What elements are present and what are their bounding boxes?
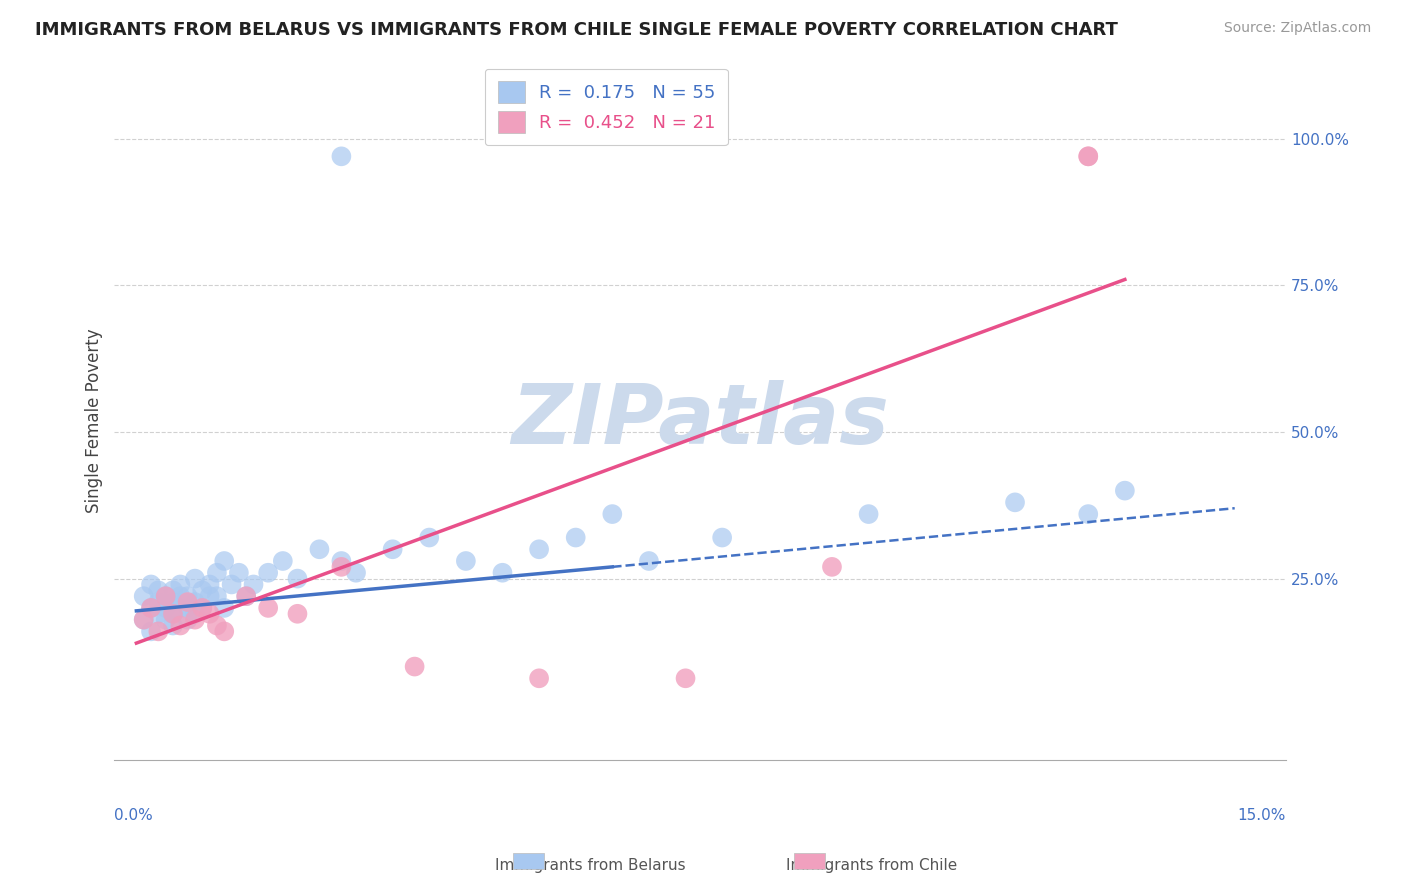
Point: [132, 589, 155, 603]
Point: [155, 589, 177, 603]
Text: ZIPatlas: ZIPatlas: [512, 380, 889, 461]
Point: [176, 613, 198, 627]
Point: [139, 601, 162, 615]
Point: [404, 659, 426, 673]
Point: [162, 618, 184, 632]
Point: [184, 607, 207, 621]
Point: [155, 613, 177, 627]
Point: [184, 613, 207, 627]
Point: [212, 624, 235, 639]
Point: [205, 618, 228, 632]
Point: [169, 618, 191, 632]
Text: Immigrants from Chile: Immigrants from Chile: [786, 858, 957, 873]
Text: 0.0%: 0.0%: [114, 808, 153, 823]
Point: [162, 595, 184, 609]
Point: [271, 554, 294, 568]
Point: [330, 560, 353, 574]
Point: [198, 577, 221, 591]
Point: [418, 531, 440, 545]
Point: [132, 613, 155, 627]
Point: [148, 595, 170, 609]
Text: IMMIGRANTS FROM BELARUS VS IMMIGRANTS FROM CHILE SINGLE FEMALE POVERTY CORRELATI: IMMIGRANTS FROM BELARUS VS IMMIGRANTS FR…: [35, 21, 1118, 38]
Point: [1077, 507, 1099, 521]
Point: [162, 607, 184, 621]
Point: [308, 542, 330, 557]
Point: [148, 624, 170, 639]
Point: [454, 554, 477, 568]
Point: [344, 566, 367, 580]
Point: [330, 149, 353, 163]
Point: [169, 577, 191, 591]
Point: [287, 572, 309, 586]
Point: [491, 566, 513, 580]
Point: [205, 589, 228, 603]
Point: [184, 572, 207, 586]
Point: [1077, 149, 1099, 163]
Point: [330, 554, 353, 568]
Point: [139, 601, 162, 615]
Point: [242, 577, 264, 591]
Text: 15.0%: 15.0%: [1237, 808, 1286, 823]
Y-axis label: Single Female Poverty: Single Female Poverty: [86, 328, 103, 513]
Point: [191, 583, 214, 598]
Point: [169, 589, 191, 603]
Point: [205, 566, 228, 580]
Point: [184, 595, 207, 609]
Point: [221, 577, 243, 591]
Point: [602, 507, 624, 521]
Point: [148, 583, 170, 598]
Point: [191, 601, 214, 615]
Legend: R =  0.175   N = 55, R =  0.452   N = 21: R = 0.175 N = 55, R = 0.452 N = 21: [485, 69, 728, 145]
Point: [155, 601, 177, 615]
Point: [162, 607, 184, 621]
Point: [212, 601, 235, 615]
Point: [198, 589, 221, 603]
Text: Source: ZipAtlas.com: Source: ZipAtlas.com: [1223, 21, 1371, 35]
Point: [287, 607, 309, 621]
Point: [176, 595, 198, 609]
Point: [148, 607, 170, 621]
Point: [564, 531, 586, 545]
Point: [139, 624, 162, 639]
Point: [257, 566, 280, 580]
Point: [212, 554, 235, 568]
Point: [858, 507, 880, 521]
Point: [235, 589, 257, 603]
Point: [381, 542, 404, 557]
Point: [1077, 149, 1099, 163]
Point: [257, 601, 280, 615]
Point: [155, 589, 177, 603]
Point: [176, 601, 198, 615]
Point: [1004, 495, 1026, 509]
Point: [198, 607, 221, 621]
Point: [638, 554, 661, 568]
Point: [139, 577, 162, 591]
Point: [191, 601, 214, 615]
Point: [527, 542, 550, 557]
Point: [821, 560, 844, 574]
Point: [675, 671, 697, 685]
Point: [1114, 483, 1136, 498]
Point: [132, 613, 155, 627]
Point: [527, 671, 550, 685]
Point: [176, 589, 198, 603]
Text: Immigrants from Belarus: Immigrants from Belarus: [495, 858, 686, 873]
Point: [228, 566, 250, 580]
Point: [235, 589, 257, 603]
Point: [711, 531, 734, 545]
Point: [162, 583, 184, 598]
Point: [169, 601, 191, 615]
